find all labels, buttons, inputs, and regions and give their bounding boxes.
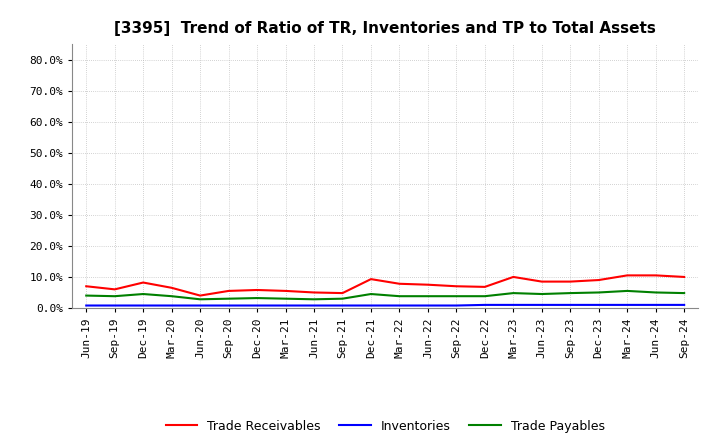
Inventories <box>225 303 233 308</box>
Trade Receivables <box>310 290 318 295</box>
Trade Receivables <box>509 274 518 279</box>
Inventories <box>366 303 375 308</box>
Trade Receivables <box>595 277 603 282</box>
Trade Receivables <box>253 287 261 293</box>
Trade Payables <box>395 293 404 299</box>
Trade Receivables <box>623 273 631 278</box>
Inventories <box>595 302 603 308</box>
Trade Payables <box>282 296 290 301</box>
Inventories <box>338 303 347 308</box>
Trade Receivables <box>139 280 148 285</box>
Inventories <box>652 302 660 308</box>
Inventories <box>423 303 432 308</box>
Trade Payables <box>566 290 575 296</box>
Trade Payables <box>652 290 660 295</box>
Trade Payables <box>139 291 148 297</box>
Inventories <box>509 302 518 308</box>
Trade Payables <box>110 293 119 299</box>
Inventories <box>253 303 261 308</box>
Trade Receivables <box>566 279 575 284</box>
Trade Payables <box>82 293 91 298</box>
Trade Receivables <box>480 284 489 290</box>
Trade Receivables <box>167 285 176 290</box>
Inventories <box>310 303 318 308</box>
Trade Payables <box>480 293 489 299</box>
Trade Payables <box>167 293 176 299</box>
Trade Receivables <box>282 288 290 293</box>
Title: [3395]  Trend of Ratio of TR, Inventories and TP to Total Assets: [3395] Trend of Ratio of TR, Inventories… <box>114 21 656 36</box>
Inventories <box>452 303 461 308</box>
Trade Payables <box>196 297 204 302</box>
Line: Trade Receivables: Trade Receivables <box>86 275 684 296</box>
Inventories <box>196 303 204 308</box>
Trade Payables <box>623 288 631 293</box>
Trade Payables <box>509 290 518 296</box>
Trade Payables <box>225 296 233 301</box>
Trade Receivables <box>338 290 347 296</box>
Trade Receivables <box>82 284 91 289</box>
Line: Trade Payables: Trade Payables <box>86 291 684 299</box>
Trade Payables <box>452 293 461 299</box>
Trade Payables <box>253 295 261 301</box>
Trade Payables <box>595 290 603 295</box>
Inventories <box>566 302 575 308</box>
Inventories <box>395 303 404 308</box>
Trade Payables <box>338 296 347 301</box>
Inventories <box>480 302 489 308</box>
Trade Payables <box>366 291 375 297</box>
Inventories <box>680 302 688 308</box>
Inventories <box>110 303 119 308</box>
Trade Receivables <box>196 293 204 298</box>
Inventories <box>623 302 631 308</box>
Legend: Trade Receivables, Inventories, Trade Payables: Trade Receivables, Inventories, Trade Pa… <box>161 414 610 437</box>
Trade Payables <box>537 291 546 297</box>
Trade Receivables <box>395 281 404 286</box>
Trade Payables <box>680 290 688 296</box>
Trade Receivables <box>452 284 461 289</box>
Trade Receivables <box>225 288 233 293</box>
Inventories <box>82 303 91 308</box>
Inventories <box>282 303 290 308</box>
Inventories <box>139 303 148 308</box>
Inventories <box>167 303 176 308</box>
Trade Receivables <box>366 276 375 282</box>
Trade Payables <box>310 297 318 302</box>
Trade Receivables <box>680 274 688 279</box>
Inventories <box>537 302 546 308</box>
Trade Receivables <box>652 273 660 278</box>
Trade Receivables <box>110 287 119 292</box>
Trade Receivables <box>537 279 546 284</box>
Trade Payables <box>423 293 432 299</box>
Trade Receivables <box>423 282 432 287</box>
